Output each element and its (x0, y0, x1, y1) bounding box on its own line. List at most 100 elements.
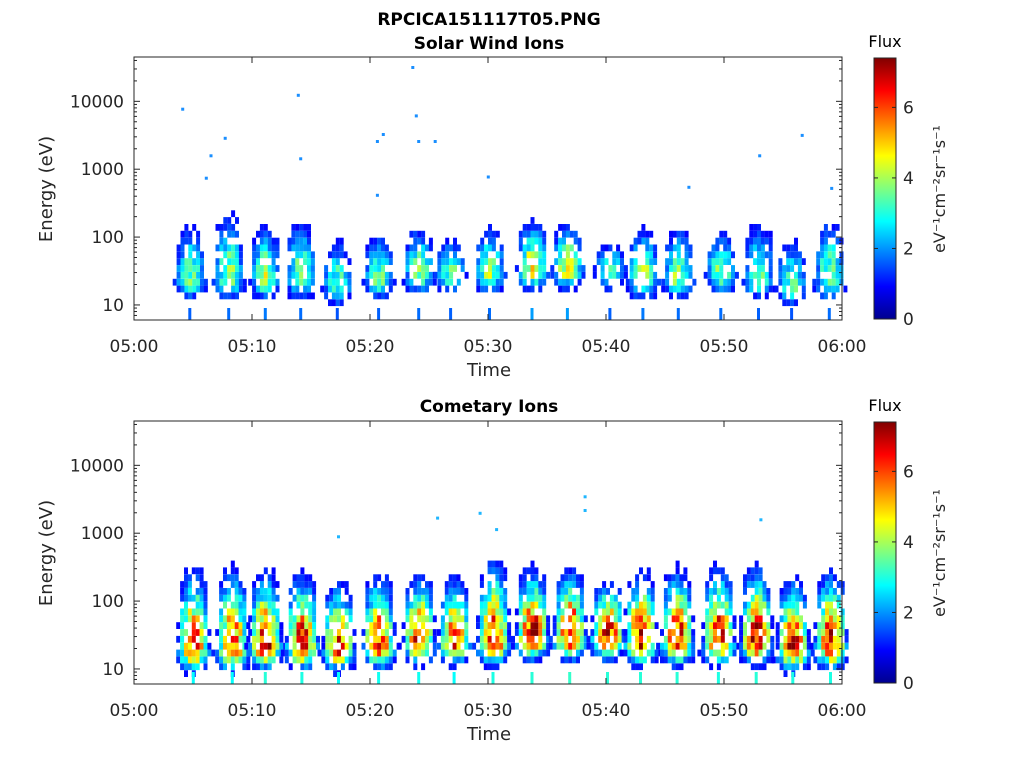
flux-cell (576, 642, 580, 650)
flux-cell (421, 285, 426, 293)
flux-cell (339, 251, 344, 259)
flux-cell (259, 237, 264, 245)
flux-cell (223, 265, 228, 272)
flux-cell (835, 258, 840, 265)
flux-cell (448, 581, 453, 588)
flux-cell (720, 588, 725, 595)
flux-cell (825, 635, 830, 643)
flux-cell (840, 629, 845, 636)
flux-cell (296, 588, 301, 595)
flux-cell (577, 244, 582, 252)
flux-cell (558, 224, 563, 231)
flux-cell (307, 230, 311, 238)
flux-cell (195, 629, 200, 636)
flux-cell (687, 635, 692, 643)
flux-cell (428, 258, 433, 265)
flux-cell (709, 622, 714, 629)
flux-cell (256, 601, 260, 609)
flux-cell (184, 649, 188, 657)
flux-cell (637, 230, 642, 238)
flux-cell (499, 588, 504, 595)
flux-cell (646, 588, 651, 595)
flux-cell (413, 642, 418, 650)
flux-cell (284, 649, 289, 657)
flux-cell (259, 285, 264, 293)
flux-cell (629, 265, 634, 272)
flux-cell (629, 278, 634, 286)
flux-cell (728, 594, 733, 602)
flux-cell (711, 258, 716, 265)
flux-cell (604, 244, 609, 252)
flux-cell (801, 285, 806, 293)
flux-cell (709, 574, 714, 582)
flux-cell (821, 574, 826, 582)
x-tick-label: 05:30 (464, 337, 513, 357)
flux-cell (802, 601, 807, 609)
flux-cell (821, 656, 826, 664)
flux-cell (629, 285, 634, 293)
flux-cell (256, 244, 260, 252)
flux-cell (259, 622, 264, 629)
flux-cell (503, 594, 508, 602)
flux-cell (495, 615, 500, 623)
flux-cell (646, 635, 651, 643)
flux-cell (263, 230, 268, 238)
flux-cell (252, 265, 257, 272)
flux-cell (812, 285, 817, 293)
flux-cell (381, 581, 385, 588)
flux-cell (238, 285, 243, 293)
flux-cell (802, 594, 807, 602)
y-tick-label: 100 (92, 592, 124, 612)
flux-cell (687, 594, 692, 602)
flux-cell (259, 608, 264, 616)
flux-cell (484, 244, 489, 252)
flux-cell (526, 594, 531, 602)
flux-cell (507, 608, 512, 616)
flux-cell (238, 601, 243, 609)
flux-cell (758, 588, 763, 595)
flux-cell (373, 594, 378, 602)
flux-cell (227, 230, 232, 238)
flux-cell (337, 649, 341, 657)
flux-cell (732, 635, 737, 643)
flux-cell (187, 608, 192, 616)
flux-cell (556, 629, 561, 636)
flux-cell (425, 271, 429, 279)
flux-cell (522, 278, 527, 286)
flux-cell (491, 258, 496, 265)
flux-cell (295, 224, 300, 231)
flux-cell (275, 615, 280, 623)
flux-cell (476, 278, 481, 286)
flux-cell (812, 278, 817, 286)
flux-cell (731, 285, 735, 293)
flux-cell (538, 622, 543, 629)
flux-cell (836, 656, 841, 664)
flux-cell (428, 608, 433, 616)
colorbar-label: Flux (868, 396, 901, 415)
flux-cell (633, 292, 638, 300)
flux-cell (741, 278, 746, 286)
flux-cell (518, 574, 523, 582)
flux-cell (348, 642, 353, 650)
flux-cell (542, 622, 547, 629)
flux-cell (288, 608, 293, 616)
flux-cell (252, 656, 257, 664)
flux-cell (295, 285, 300, 293)
flux-cell (491, 663, 496, 671)
flux-cell (507, 649, 512, 657)
flux-cell (267, 230, 272, 238)
flux-cell (195, 574, 200, 582)
flux-cell (480, 285, 485, 293)
flux-cell (230, 581, 235, 588)
flux-cell (299, 271, 304, 279)
flux-cell (425, 258, 429, 265)
flux-cell (337, 608, 341, 616)
flux-cell (620, 258, 624, 265)
flux-cell (184, 574, 188, 582)
flux-cell (669, 258, 673, 265)
flux-cell (252, 271, 257, 279)
flux-cell (409, 230, 414, 238)
flux-cell (499, 656, 504, 664)
flux-cell (676, 278, 681, 286)
flux-cell (417, 285, 422, 293)
